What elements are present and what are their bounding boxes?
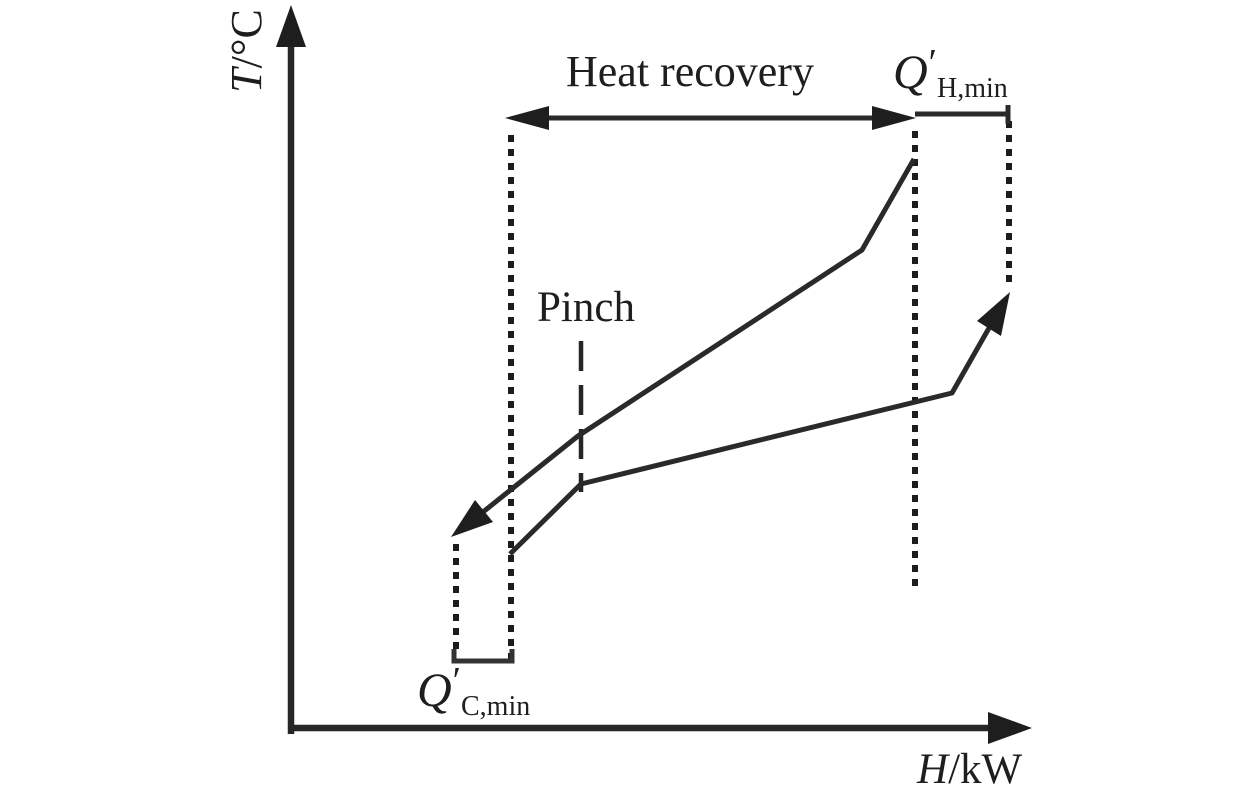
x-axis-symbol: H bbox=[917, 746, 949, 793]
x-axis-arrowhead bbox=[988, 712, 1032, 744]
q-h-min-subscript: H,min bbox=[936, 73, 1008, 104]
cold-curve-arrowhead bbox=[977, 292, 1010, 336]
pinch-label: Pinch bbox=[537, 284, 635, 331]
y-axis-label: T/°C bbox=[222, 0, 271, 121]
x-axis-label: H/kW bbox=[917, 748, 1022, 791]
q-h-min-prime: ′ bbox=[928, 42, 937, 84]
heat-recovery-left-arrowhead bbox=[505, 106, 549, 130]
cold-composite-curve bbox=[508, 319, 996, 556]
q-h-min-label: Q′H,min bbox=[893, 44, 1008, 103]
heat-recovery-label: Heat recovery bbox=[566, 47, 814, 96]
y-axis-arrowhead bbox=[276, 5, 306, 47]
q-c-min-bracket bbox=[451, 649, 515, 664]
q-c-min-symbol: Q bbox=[417, 664, 452, 717]
q-c-min-label: Q′C,min bbox=[417, 662, 530, 721]
q-h-min-symbol: Q bbox=[893, 46, 928, 99]
y-axis-unit: /°C bbox=[222, 9, 271, 69]
y-axis-symbol: T bbox=[222, 68, 271, 93]
hot-curve-arrowhead bbox=[451, 500, 493, 537]
x-axis-unit: /kW bbox=[948, 746, 1023, 793]
q-c-min-prime: ′ bbox=[452, 660, 461, 702]
hot-composite-curve bbox=[466, 157, 917, 526]
q-c-min-subscript: C,min bbox=[460, 691, 531, 722]
heat-recovery-right-arrowhead bbox=[872, 106, 916, 130]
